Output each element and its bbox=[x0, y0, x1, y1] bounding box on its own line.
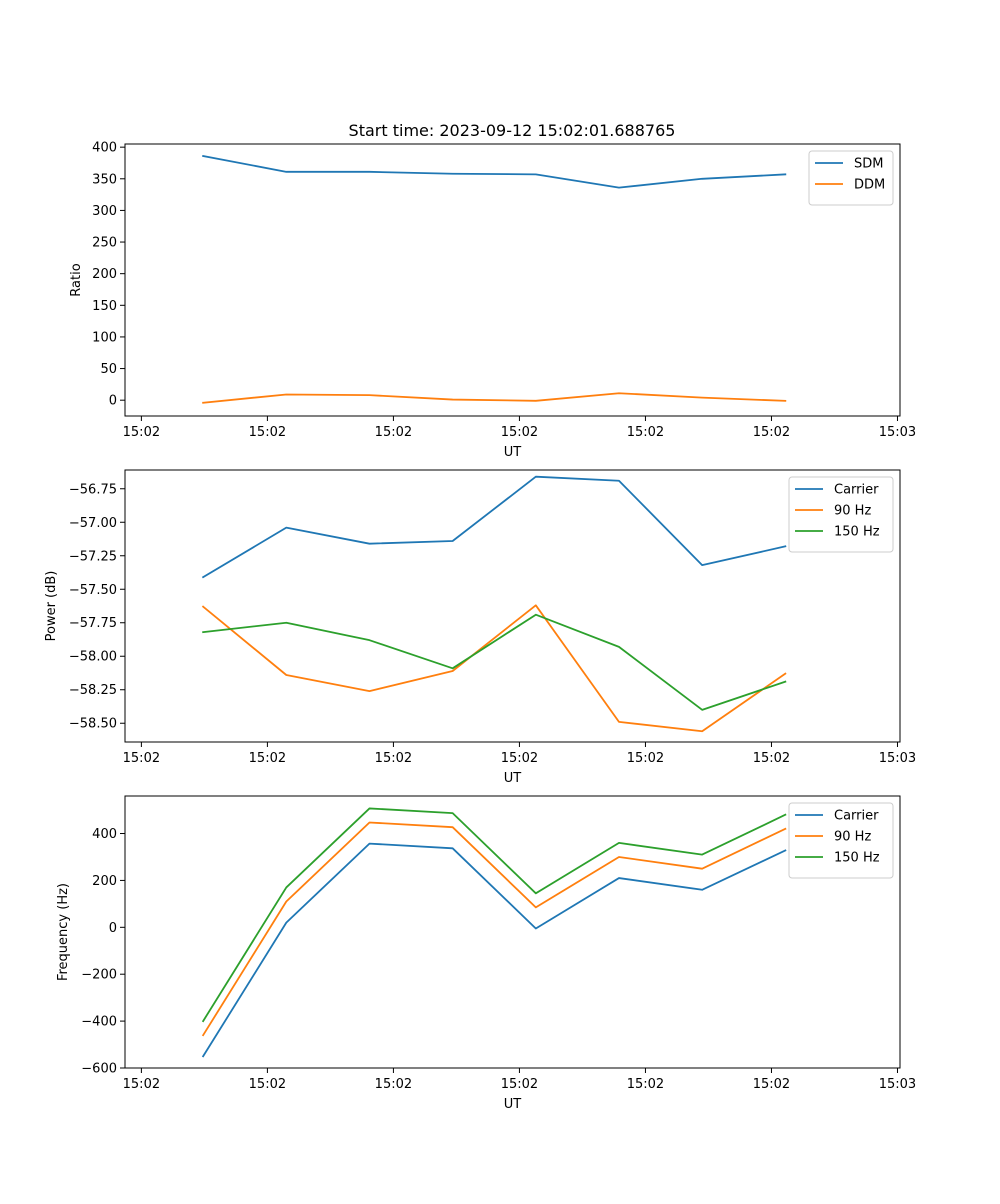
x-axis-label: UT bbox=[504, 1097, 522, 1112]
x-tick-label: 15:02 bbox=[123, 425, 160, 440]
x-tick-label: 15:02 bbox=[753, 1077, 790, 1092]
y-axis-label: Ratio bbox=[69, 263, 84, 296]
legend-label: SDM bbox=[854, 157, 883, 172]
x-axis-label: UT bbox=[504, 771, 522, 786]
y-tick-label: 350 bbox=[92, 172, 117, 187]
legend-label: Carrier bbox=[834, 483, 879, 498]
y-tick-label: 150 bbox=[92, 299, 117, 314]
series-line-90-hz bbox=[201, 821, 787, 1037]
figure-title: Start time: 2023-09-12 15:02:01.688765 bbox=[349, 121, 676, 140]
y-tick-label: −200 bbox=[81, 968, 117, 983]
y-tick-label: 400 bbox=[92, 827, 117, 842]
legend: SDM DDM bbox=[808, 150, 894, 206]
x-tick-label: 15:02 bbox=[375, 425, 412, 440]
legend-label: 150 Hz bbox=[834, 851, 880, 866]
y-tick-label: 100 bbox=[92, 330, 117, 345]
legend-box bbox=[808, 150, 894, 206]
y-axis-label: Power (dB) bbox=[44, 571, 59, 642]
legend-label: DDM bbox=[854, 178, 885, 193]
y-tick-label: 300 bbox=[92, 204, 117, 219]
y-tick-label: −400 bbox=[81, 1015, 117, 1030]
x-tick-label: 15:03 bbox=[879, 425, 916, 440]
legend: Carrier 90 Hz 150 Hz bbox=[788, 476, 894, 553]
x-tick-label: 15:02 bbox=[375, 751, 412, 766]
y-tick-label: −57.00 bbox=[69, 516, 117, 531]
plot-frame bbox=[124, 469, 901, 743]
x-tick-label: 15:03 bbox=[879, 1077, 916, 1092]
y-tick-label: 0 bbox=[109, 394, 117, 409]
y-tick-label: −57.50 bbox=[69, 583, 117, 598]
x-tick-label: 15:02 bbox=[501, 425, 538, 440]
x-tick-label: 15:02 bbox=[753, 751, 790, 766]
series-line-90-hz bbox=[201, 604, 787, 733]
plot-frame bbox=[124, 143, 901, 417]
x-tick-label: 15:02 bbox=[501, 1077, 538, 1092]
x-tick-label: 15:02 bbox=[123, 1077, 160, 1092]
series-line-sdm bbox=[202, 154, 787, 189]
x-tick-label: 15:02 bbox=[249, 425, 286, 440]
x-tick-label: 15:02 bbox=[123, 751, 160, 766]
y-tick-label: −57.75 bbox=[69, 616, 117, 631]
series-line-150-hz bbox=[202, 613, 787, 711]
legend-label: 90 Hz bbox=[834, 830, 871, 845]
y-tick-label: 250 bbox=[92, 236, 117, 251]
legend-box bbox=[788, 802, 894, 879]
legend: Carrier 90 Hz 150 Hz bbox=[788, 802, 894, 879]
y-tick-label: −58.25 bbox=[69, 683, 117, 698]
x-tick-label: 15:02 bbox=[753, 425, 790, 440]
y-tick-label: 0 bbox=[109, 921, 117, 936]
legend-label: Carrier bbox=[834, 809, 879, 824]
y-tick-label: 200 bbox=[92, 267, 117, 282]
x-tick-label: 15:02 bbox=[627, 751, 664, 766]
x-tick-label: 15:02 bbox=[249, 1077, 286, 1092]
series-line-carrier bbox=[201, 842, 787, 1058]
y-tick-label: 400 bbox=[92, 141, 117, 156]
series-line-carrier bbox=[201, 475, 787, 579]
legend-label: 90 Hz bbox=[834, 504, 871, 519]
legend-box bbox=[788, 476, 894, 553]
y-axis-label: Frequency (Hz) bbox=[56, 883, 71, 981]
x-axis-label: UT bbox=[504, 445, 522, 460]
legend-label: 150 Hz bbox=[834, 525, 880, 540]
plot-frame bbox=[124, 795, 901, 1069]
series-line-ddm bbox=[202, 392, 787, 404]
x-tick-label: 15:02 bbox=[249, 751, 286, 766]
y-tick-label: −600 bbox=[81, 1062, 117, 1077]
y-tick-label: −56.75 bbox=[69, 482, 117, 497]
x-tick-label: 15:02 bbox=[627, 425, 664, 440]
subplot-3: 15:02 15:02 15:02 15:02 15:02 15:02 15:03 −600 −… bbox=[56, 795, 916, 1112]
series-line-150-hz bbox=[201, 807, 787, 1023]
x-tick-label: 15:02 bbox=[375, 1077, 412, 1092]
y-tick-label: −58.50 bbox=[69, 717, 117, 732]
y-tick-label: 50 bbox=[100, 362, 117, 377]
subplot-2: 15:02 15:02 15:02 15:02 15:02 15:02 15:03 −58.5… bbox=[44, 469, 916, 786]
y-tick-label: −58.00 bbox=[69, 650, 117, 665]
x-tick-label: 15:03 bbox=[879, 751, 916, 766]
y-tick-label: −57.25 bbox=[69, 549, 117, 564]
x-tick-label: 15:02 bbox=[627, 1077, 664, 1092]
subplot-1: 15:02 15:02 15:02 15:02 15:02 15:02 15:03 0 50 10… bbox=[69, 141, 916, 460]
y-tick-label: 200 bbox=[92, 874, 117, 889]
x-tick-label: 15:02 bbox=[501, 751, 538, 766]
